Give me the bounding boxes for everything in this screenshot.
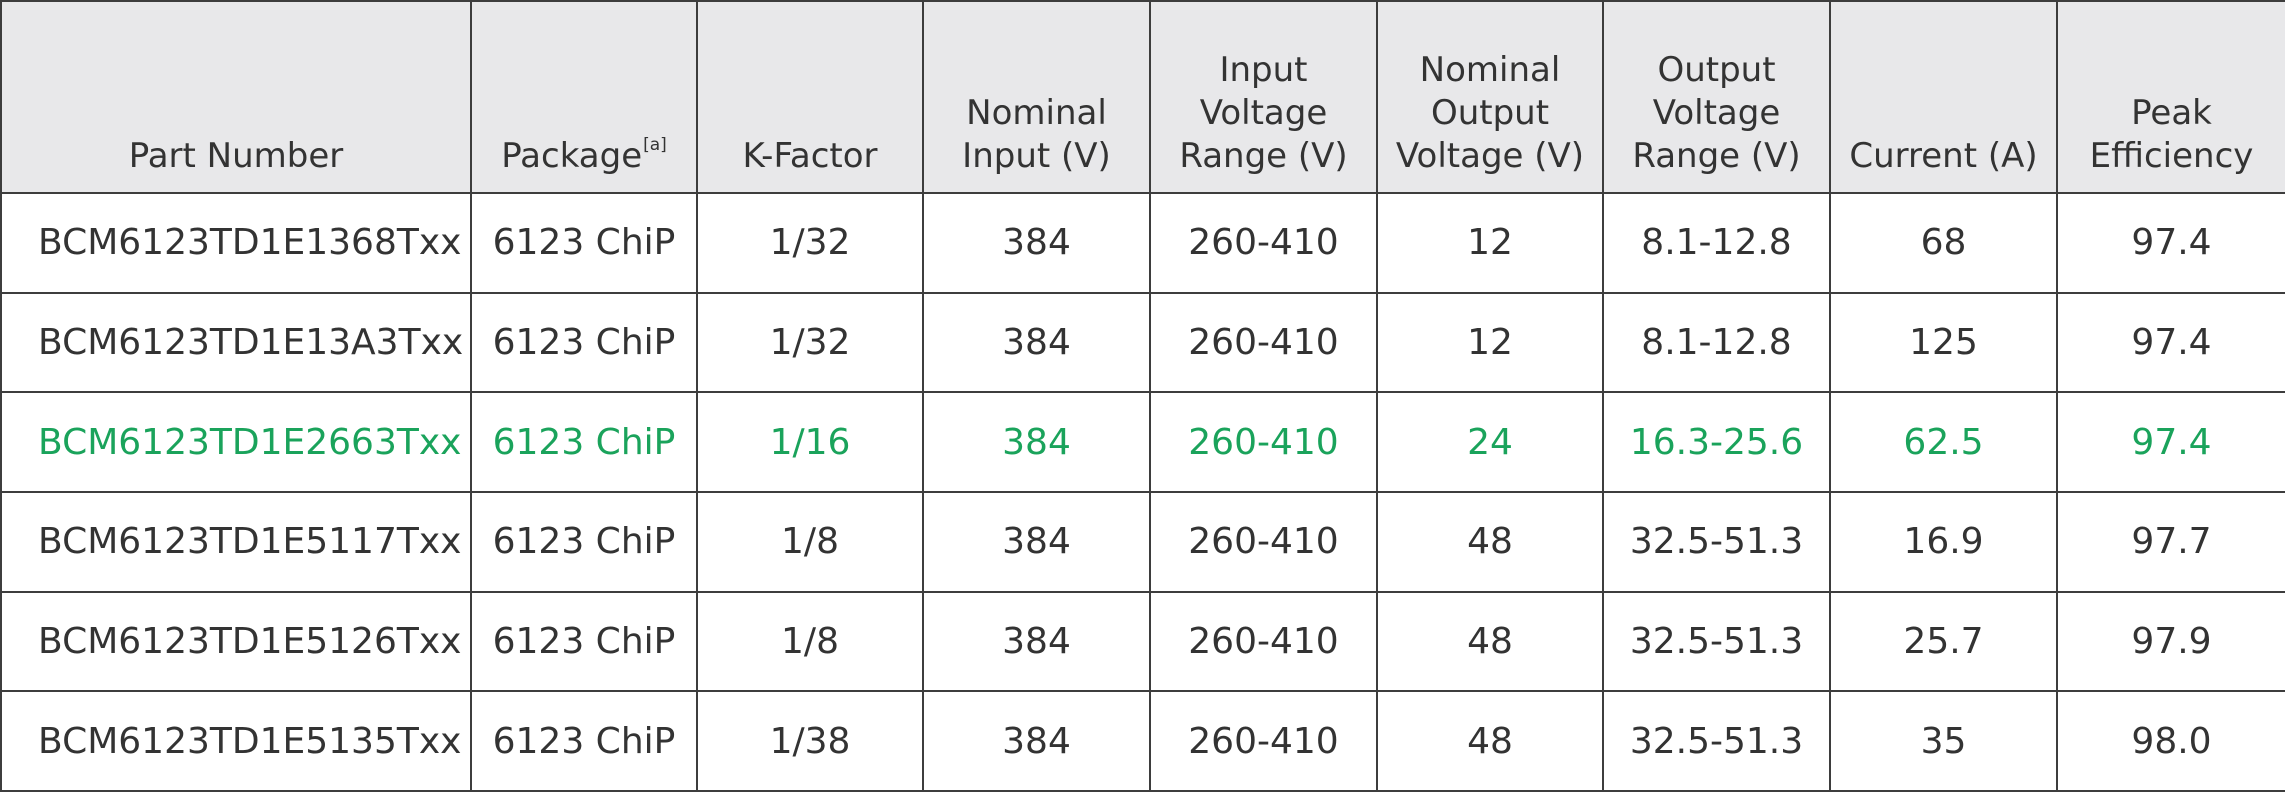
table-row: BCM6123TD1E2663Txx 6123 ChiP 1/16 384 260-41…	[0, 391, 2285, 493]
cell-k-factor: 1/8	[696, 490, 924, 593]
cell-peak-efficiency: 97.9	[2056, 590, 2285, 693]
header-k-factor: K-Factor	[696, 0, 924, 194]
cell-input-voltage-range: 260-410	[1149, 291, 1378, 394]
cell-output-voltage-range: 8.1-12.8	[1602, 291, 1831, 394]
cell-nominal-output-voltage: 48	[1376, 690, 1604, 792]
cell-peak-efficiency: 97.4	[2056, 192, 2285, 294]
cell-nominal-output-voltage: 24	[1376, 391, 1604, 493]
cell-output-voltage-range: 32.5-51.3	[1602, 490, 1831, 593]
table-row: BCM6123TD1E13A3Txx 6123 ChiP 1/32 384 260-41…	[0, 291, 2285, 394]
cell-current: 25.7	[1829, 590, 2058, 693]
package-footnote-marker: [a]	[643, 135, 667, 155]
cell-peak-efficiency: 97.4	[2056, 391, 2285, 493]
cell-part-number: BCM6123TD1E5135Txx	[0, 690, 472, 792]
cell-part-number: BCM6123TD1E1368Txx	[0, 192, 472, 294]
cell-part-number: BCM6123TD1E5117Txx	[0, 490, 472, 593]
header-nominal-input: Nominal Input (V)	[922, 0, 1151, 194]
cell-output-voltage-range: 8.1-12.8	[1602, 192, 1831, 294]
cell-nominal-input: 384	[922, 291, 1151, 394]
table-row: BCM6123TD1E5126Txx 6123 ChiP 1/8 384 260-410…	[0, 590, 2285, 693]
cell-nominal-input: 384	[922, 690, 1151, 792]
cell-nominal-output-voltage: 48	[1376, 490, 1604, 593]
cell-nominal-output-voltage: 48	[1376, 590, 1604, 693]
cell-nominal-input: 384	[922, 490, 1151, 593]
cell-package: 6123 ChiP	[470, 192, 698, 294]
cell-output-voltage-range: 16.3-25.6	[1602, 391, 1831, 493]
cell-part-number: BCM6123TD1E2663Txx	[0, 391, 472, 493]
cell-output-voltage-range: 32.5-51.3	[1602, 690, 1831, 792]
header-peak-efficiency: Peak Efficiency	[2056, 0, 2285, 194]
cell-current: 68	[1829, 192, 2058, 294]
cell-nominal-input: 384	[922, 590, 1151, 693]
header-current: Current (A)	[1829, 0, 2058, 194]
cell-input-voltage-range: 260-410	[1149, 391, 1378, 493]
cell-nominal-output-voltage: 12	[1376, 291, 1604, 394]
table-row: BCM6123TD1E1368Txx 6123 ChiP 1/32 384 260-41…	[0, 192, 2285, 294]
header-row: Part Number Package[a] K-Factor Nominal …	[0, 0, 2285, 194]
cell-nominal-input: 384	[922, 391, 1151, 493]
cell-peak-efficiency: 98.0	[2056, 690, 2285, 792]
cell-k-factor: 1/38	[696, 690, 924, 792]
cell-peak-efficiency: 97.4	[2056, 291, 2285, 394]
table-body: BCM6123TD1E1368Txx 6123 ChiP 1/32 384 260-41…	[0, 192, 2285, 792]
table-header: Part Number Package[a] K-Factor Nominal …	[0, 0, 2285, 194]
cell-package: 6123 ChiP	[470, 590, 698, 693]
cell-package: 6123 ChiP	[470, 391, 698, 493]
cell-part-number: BCM6123TD1E5126Txx	[0, 590, 472, 693]
cell-current: 62.5	[1829, 391, 2058, 493]
cell-k-factor: 1/8	[696, 590, 924, 693]
cell-nominal-output-voltage: 12	[1376, 192, 1604, 294]
cell-k-factor: 1/32	[696, 192, 924, 294]
header-output-voltage-range: Output Voltage Range (V)	[1602, 0, 1831, 194]
cell-k-factor: 1/32	[696, 291, 924, 394]
cell-input-voltage-range: 260-410	[1149, 490, 1378, 593]
header-input-voltage-range: Input Voltage Range (V)	[1149, 0, 1378, 194]
cell-part-number: BCM6123TD1E13A3Txx	[0, 291, 472, 394]
cell-current: 35	[1829, 690, 2058, 792]
table-row: BCM6123TD1E5117Txx 6123 ChiP 1/8 384 260-410…	[0, 490, 2285, 593]
cell-package: 6123 ChiP	[470, 490, 698, 593]
cell-peak-efficiency: 97.7	[2056, 490, 2285, 593]
cell-package: 6123 ChiP	[470, 291, 698, 394]
cell-input-voltage-range: 260-410	[1149, 192, 1378, 294]
header-part-number: Part Number	[0, 0, 472, 194]
table-row: BCM6123TD1E5135Txx 6123 ChiP 1/38 384 260-41…	[0, 690, 2285, 792]
cell-current: 16.9	[1829, 490, 2058, 593]
cell-current: 125	[1829, 291, 2058, 394]
cell-nominal-input: 384	[922, 192, 1151, 294]
cell-input-voltage-range: 260-410	[1149, 690, 1378, 792]
cell-input-voltage-range: 260-410	[1149, 590, 1378, 693]
cell-k-factor: 1/16	[696, 391, 924, 493]
header-nominal-output-voltage: Nominal Output Voltage (V)	[1376, 0, 1604, 194]
cell-output-voltage-range: 32.5-51.3	[1602, 590, 1831, 693]
cell-package: 6123 ChiP	[470, 690, 698, 792]
header-package: Package[a]	[470, 0, 698, 194]
